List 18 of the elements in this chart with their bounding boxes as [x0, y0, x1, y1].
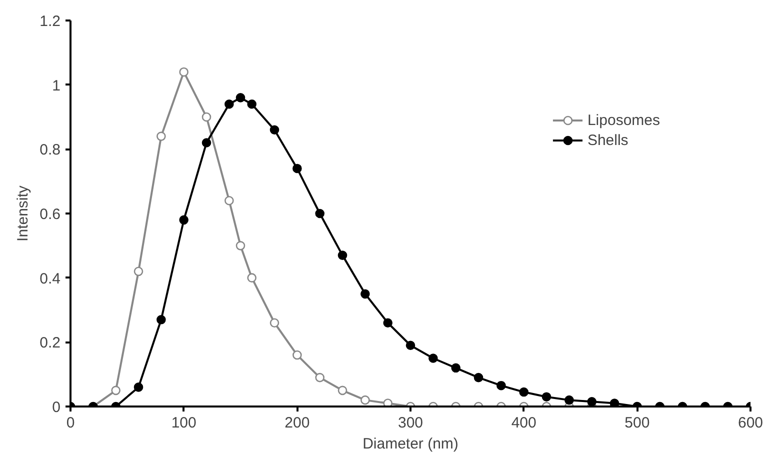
x-tick-label: 600 — [738, 414, 764, 432]
x-axis-title: Diameter (nm) — [362, 436, 458, 452]
y-tick-label: 0.2 — [40, 334, 61, 352]
y-tick-label: 0 — [52, 399, 60, 416]
x-tick-label: 200 — [284, 414, 310, 432]
legend-label: Shells — [587, 132, 628, 148]
y-tick-label: 0.4 — [40, 270, 61, 288]
legend-label: Liposomes — [587, 112, 660, 128]
y-tick-label: 0.8 — [40, 142, 61, 159]
y-tick-label: 1.2 — [40, 13, 61, 30]
x-tick-label: 500 — [624, 414, 650, 432]
y-tick-label: 1 — [52, 77, 60, 94]
x-tick-label: 300 — [398, 414, 424, 432]
x-tick-label: 0 — [66, 414, 75, 432]
y-tick-label: 0.6 — [40, 206, 61, 223]
y-axis-title: Intensity — [14, 185, 32, 242]
x-tick-label: 400 — [511, 414, 536, 432]
x-tick-label: 100 — [171, 414, 196, 432]
